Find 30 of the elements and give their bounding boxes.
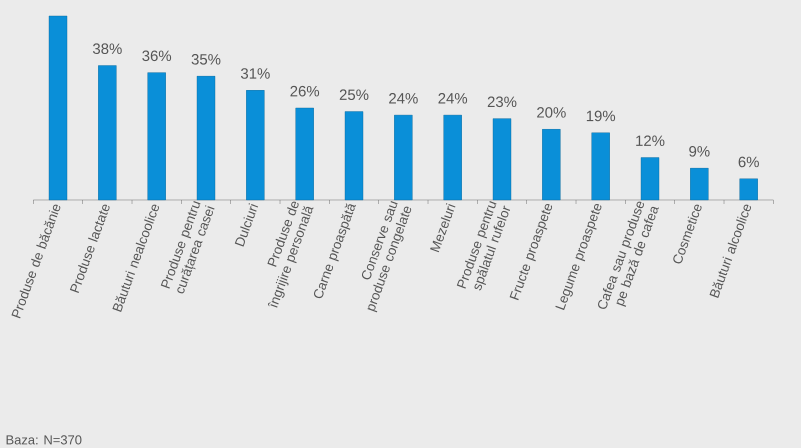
data-label: 38%: [92, 43, 122, 54]
bar: [690, 168, 709, 200]
data-label: 12%: [636, 135, 664, 146]
data-label: 23%: [488, 96, 516, 108]
data-label: 20%: [537, 107, 566, 118]
bar: [591, 132, 610, 200]
bar: [147, 72, 166, 200]
bar: [295, 108, 314, 200]
bar: [492, 118, 512, 200]
data-label: 19%: [586, 110, 616, 122]
data-label: 9%: [689, 146, 710, 157]
bar: [394, 114, 413, 200]
data-label: 35%: [192, 54, 220, 65]
bar: [739, 178, 758, 200]
bar: [196, 76, 216, 200]
bar: [344, 111, 364, 200]
bar: [246, 90, 265, 200]
data-label: 25%: [340, 89, 368, 100]
data-label: 36%: [142, 50, 172, 62]
bar: [48, 16, 68, 200]
text: Baza: N=370: [6, 435, 82, 444]
data-label: 6%: [738, 156, 759, 168]
data-label: 31%: [240, 68, 270, 79]
data-label: 24%: [389, 93, 418, 104]
bar: [542, 129, 561, 200]
data-label: 26%: [290, 86, 320, 96]
bar: [98, 65, 117, 200]
bar: [443, 114, 462, 200]
data-label: 24%: [438, 93, 468, 104]
bar: [640, 157, 660, 200]
